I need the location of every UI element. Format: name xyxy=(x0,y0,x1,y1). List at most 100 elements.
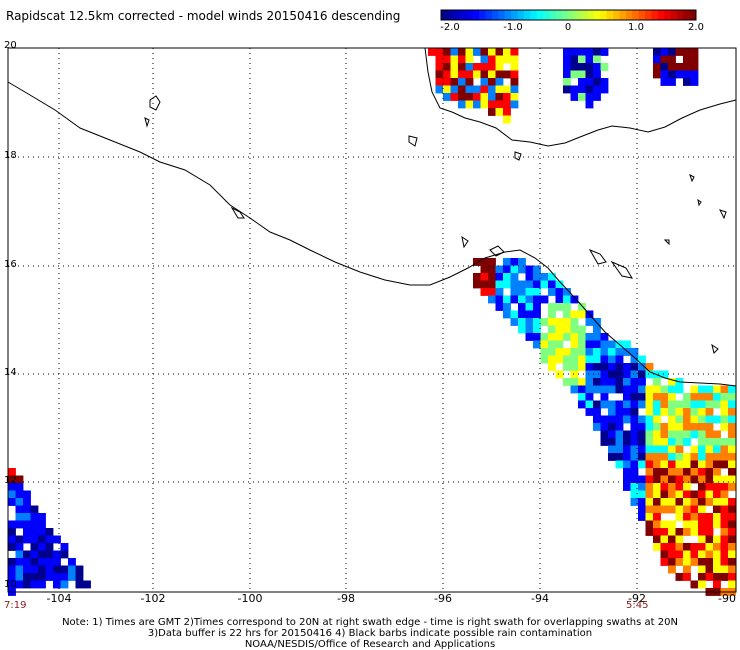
colorbar-segment xyxy=(549,10,557,20)
swath-cell xyxy=(713,573,721,581)
swath-cell xyxy=(443,78,451,86)
swath-cell xyxy=(585,363,594,371)
swath-cell xyxy=(495,303,504,311)
swath-cell xyxy=(683,438,691,446)
swath-cell xyxy=(645,513,654,521)
swath-cell xyxy=(690,475,699,484)
swath-cell xyxy=(570,325,579,334)
swath-cell xyxy=(690,468,699,476)
swath-cell xyxy=(60,580,69,589)
swath-cell xyxy=(645,400,654,409)
swath-cell xyxy=(720,445,729,454)
islands xyxy=(144,95,727,354)
swath-cell xyxy=(713,445,721,454)
colorbar-segment xyxy=(460,10,467,20)
swath-cell xyxy=(30,565,39,574)
swath-cell xyxy=(683,543,691,551)
swath-cell xyxy=(8,558,16,566)
swath-cell xyxy=(570,363,579,371)
swath-cell xyxy=(570,385,579,394)
swath-cell xyxy=(705,498,714,506)
swath-cell xyxy=(533,310,541,319)
swath-cell xyxy=(615,438,624,446)
swath-cell xyxy=(728,408,736,416)
swath-cell xyxy=(503,70,511,79)
swath-cell xyxy=(540,340,549,349)
swath-cell xyxy=(705,385,714,394)
swath-cell xyxy=(630,363,639,371)
swath-cell xyxy=(563,378,571,386)
swath-cell xyxy=(525,303,534,311)
swath-cell xyxy=(728,558,736,566)
lat-label-12: 12 xyxy=(4,475,17,486)
swath-cell xyxy=(630,385,639,394)
swath-cell xyxy=(465,100,474,109)
swath-cell xyxy=(660,423,669,431)
swath-cell xyxy=(60,573,69,581)
colorbar-segment xyxy=(543,10,550,20)
swath-cell xyxy=(570,378,579,386)
colorbar-segment xyxy=(625,10,633,20)
swath-cell xyxy=(683,475,691,484)
swath-cell xyxy=(728,438,736,446)
swath-cell xyxy=(548,310,556,319)
swath-cell xyxy=(630,348,639,356)
swath-cell xyxy=(638,423,646,431)
swath-cell xyxy=(630,438,639,446)
swath-cell xyxy=(690,453,699,461)
swath-cell xyxy=(683,460,691,469)
swath-cell xyxy=(690,400,699,409)
swath-cell xyxy=(570,333,579,341)
swath-cell xyxy=(683,55,691,64)
swath-cell xyxy=(8,483,16,491)
swath-cell xyxy=(585,93,594,101)
swath-cell xyxy=(503,258,511,266)
swath-cell xyxy=(570,48,579,56)
swath-cell xyxy=(653,48,661,56)
swath-cell xyxy=(720,565,729,574)
swath-cell xyxy=(615,378,624,386)
swath-cell xyxy=(638,393,646,401)
swath-cell xyxy=(585,70,594,79)
swath-cell xyxy=(533,303,541,311)
swath-cell xyxy=(713,475,721,484)
lat-label-10: 10 xyxy=(4,579,17,590)
swath-cell xyxy=(675,505,684,514)
swath-cell xyxy=(585,355,594,364)
swath-cell xyxy=(8,475,16,484)
time-label-left: 7:19 xyxy=(4,600,27,611)
swath-cell xyxy=(23,505,31,514)
swath-cell xyxy=(668,460,676,469)
colorbar-segment xyxy=(485,10,493,20)
swath-cell xyxy=(548,340,556,349)
swath-cell xyxy=(510,280,519,289)
swath-cell xyxy=(705,535,714,544)
swath-cell xyxy=(435,70,444,79)
swath-cell xyxy=(465,93,474,101)
colorbar-segment xyxy=(504,10,512,20)
swath-cell xyxy=(728,430,736,439)
swath-cell xyxy=(548,273,556,281)
swath-cell xyxy=(698,453,706,461)
swath-cell xyxy=(653,70,661,79)
swath-cell xyxy=(653,468,661,476)
swath-cell xyxy=(533,333,541,341)
lon-label-102: -102 xyxy=(140,592,166,605)
swath-cell xyxy=(615,385,624,394)
swath-cell xyxy=(548,363,556,371)
swath-cell xyxy=(675,468,684,476)
swath-cell xyxy=(668,70,676,79)
swath-cell xyxy=(563,355,571,364)
swath-cell xyxy=(608,370,616,379)
swath-cell xyxy=(705,483,714,491)
swath-cell xyxy=(623,393,631,401)
swath-cell xyxy=(713,460,721,469)
swath-cell xyxy=(555,280,564,289)
swath-cell xyxy=(578,363,586,371)
swath-cell xyxy=(713,543,721,551)
swath-cell xyxy=(525,295,534,304)
swath-cell xyxy=(578,303,586,311)
swath-cell xyxy=(465,55,474,64)
swath-cell xyxy=(608,355,616,364)
swath-cell xyxy=(510,258,519,266)
